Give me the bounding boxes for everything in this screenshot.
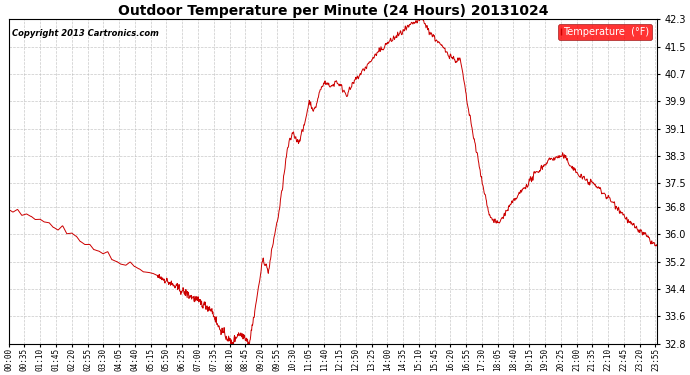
Title: Outdoor Temperature per Minute (24 Hours) 20131024: Outdoor Temperature per Minute (24 Hours… xyxy=(118,4,549,18)
Legend: Temperature  (°F): Temperature (°F) xyxy=(558,24,653,40)
Text: Copyright 2013 Cartronics.com: Copyright 2013 Cartronics.com xyxy=(12,29,159,38)
